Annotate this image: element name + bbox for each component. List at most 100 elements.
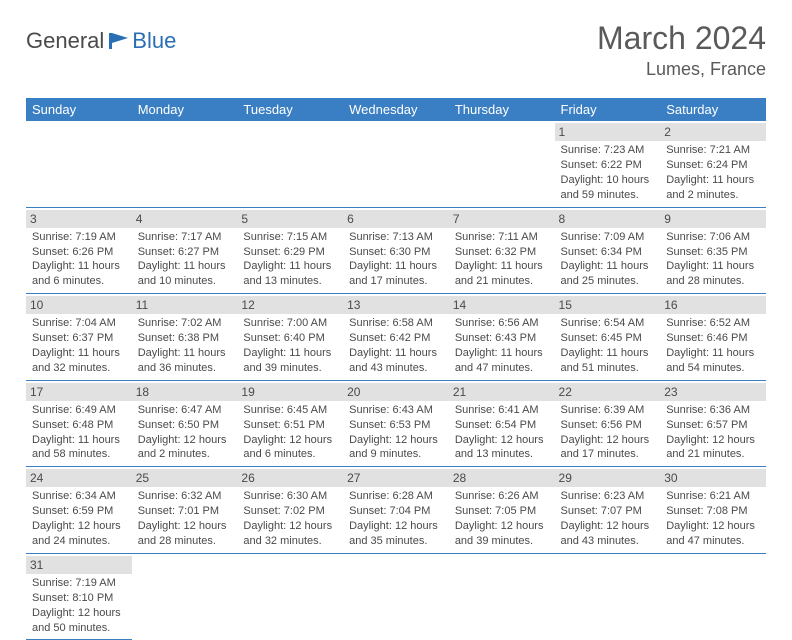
daylight-text: Daylight: 11 hours and 28 minutes. bbox=[666, 259, 760, 289]
calendar-day: 22Sunrise: 6:39 AMSunset: 6:56 PMDayligh… bbox=[555, 380, 661, 467]
sunset-text: Sunset: 7:02 PM bbox=[243, 504, 337, 519]
sunrise-text: Sunrise: 6:30 AM bbox=[243, 489, 337, 504]
weekday-header-row: SundayMondayTuesdayWednesdayThursdayFrid… bbox=[26, 98, 766, 121]
calendar-day: 24Sunrise: 6:34 AMSunset: 6:59 PMDayligh… bbox=[26, 467, 132, 554]
sunset-text: Sunset: 6:35 PM bbox=[666, 245, 760, 260]
day-number: 5 bbox=[237, 210, 343, 228]
daylight-text: Daylight: 12 hours and 17 minutes. bbox=[561, 433, 655, 463]
calendar-day: 15Sunrise: 6:54 AMSunset: 6:45 PMDayligh… bbox=[555, 294, 661, 381]
day-number: 22 bbox=[555, 383, 661, 401]
day-number: 20 bbox=[343, 383, 449, 401]
calendar-table: SundayMondayTuesdayWednesdayThursdayFrid… bbox=[26, 98, 766, 640]
sunrise-text: Sunrise: 7:11 AM bbox=[455, 230, 549, 245]
sunrise-text: Sunrise: 6:43 AM bbox=[349, 403, 443, 418]
day-number: 23 bbox=[660, 383, 766, 401]
calendar-day: 25Sunrise: 6:32 AMSunset: 7:01 PMDayligh… bbox=[132, 467, 238, 554]
sunrise-text: Sunrise: 6:21 AM bbox=[666, 489, 760, 504]
day-number: 30 bbox=[660, 469, 766, 487]
daylight-text: Daylight: 12 hours and 24 minutes. bbox=[32, 519, 126, 549]
sunset-text: Sunset: 6:26 PM bbox=[32, 245, 126, 260]
calendar-day: 13Sunrise: 6:58 AMSunset: 6:42 PMDayligh… bbox=[343, 294, 449, 381]
daylight-text: Daylight: 11 hours and 51 minutes. bbox=[561, 346, 655, 376]
calendar-day: 6Sunrise: 7:13 AMSunset: 6:30 PMDaylight… bbox=[343, 207, 449, 294]
calendar-day: 29Sunrise: 6:23 AMSunset: 7:07 PMDayligh… bbox=[555, 467, 661, 554]
sunrise-text: Sunrise: 7:00 AM bbox=[243, 316, 337, 331]
sunrise-text: Sunrise: 7:13 AM bbox=[349, 230, 443, 245]
sunset-text: Sunset: 6:56 PM bbox=[561, 418, 655, 433]
sunset-text: Sunset: 6:37 PM bbox=[32, 331, 126, 346]
daylight-text: Daylight: 11 hours and 25 minutes. bbox=[561, 259, 655, 289]
sunset-text: Sunset: 6:57 PM bbox=[666, 418, 760, 433]
day-number: 21 bbox=[449, 383, 555, 401]
calendar-empty bbox=[449, 121, 555, 207]
sunrise-text: Sunrise: 7:19 AM bbox=[32, 230, 126, 245]
daylight-text: Daylight: 11 hours and 54 minutes. bbox=[666, 346, 760, 376]
weekday-header: Saturday bbox=[660, 98, 766, 121]
day-number: 24 bbox=[26, 469, 132, 487]
brand-part1: General bbox=[26, 28, 104, 54]
calendar-day: 30 Sunrise: 6:21 AMSunset: 7:08 PMDayligh… bbox=[660, 467, 766, 554]
sunset-text: Sunset: 7:07 PM bbox=[561, 504, 655, 519]
sunrise-text: Sunrise: 6:26 AM bbox=[455, 489, 549, 504]
daylight-text: Daylight: 11 hours and 17 minutes. bbox=[349, 259, 443, 289]
daylight-text: Daylight: 12 hours and 2 minutes. bbox=[138, 433, 232, 463]
calendar-week: 1Sunrise: 7:23 AMSunset: 6:22 PMDaylight… bbox=[26, 121, 766, 207]
day-number: 19 bbox=[237, 383, 343, 401]
day-number: 3 bbox=[26, 210, 132, 228]
calendar-day: 11Sunrise: 7:02 AMSunset: 6:38 PMDayligh… bbox=[132, 294, 238, 381]
sunrise-text: Sunrise: 6:36 AM bbox=[666, 403, 760, 418]
calendar-day: 26 Sunrise: 6:30 AMSunset: 7:02 PMDayligh… bbox=[237, 467, 343, 554]
calendar-empty bbox=[237, 121, 343, 207]
day-number: 4 bbox=[132, 210, 238, 228]
daylight-text: Daylight: 12 hours and 9 minutes. bbox=[349, 433, 443, 463]
sunset-text: Sunset: 7:08 PM bbox=[666, 504, 760, 519]
calendar-day: 1Sunrise: 7:23 AMSunset: 6:22 PMDaylight… bbox=[555, 121, 661, 207]
calendar-day: 9 Sunrise: 7:06 AMSunset: 6:35 PMDaylight… bbox=[660, 207, 766, 294]
daylight-text: Daylight: 11 hours and 2 minutes. bbox=[666, 173, 760, 203]
day-number: 9 bbox=[660, 210, 766, 228]
sunrise-text: Sunrise: 7:06 AM bbox=[666, 230, 760, 245]
calendar-day: 21Sunrise: 6:41 AMSunset: 6:54 PMDayligh… bbox=[449, 380, 555, 467]
day-number: 13 bbox=[343, 296, 449, 314]
calendar-day: 4Sunrise: 7:17 AMSunset: 6:27 PMDaylight… bbox=[132, 207, 238, 294]
daylight-text: Daylight: 12 hours and 13 minutes. bbox=[455, 433, 549, 463]
day-number: 11 bbox=[132, 296, 238, 314]
sunrise-text: Sunrise: 7:19 AM bbox=[32, 576, 126, 591]
weekday-header: Wednesday bbox=[343, 98, 449, 121]
sunset-text: Sunset: 6:29 PM bbox=[243, 245, 337, 260]
daylight-text: Daylight: 12 hours and 47 minutes. bbox=[666, 519, 760, 549]
sunset-text: Sunset: 6:32 PM bbox=[455, 245, 549, 260]
calendar-day: 12Sunrise: 7:00 AMSunset: 6:40 PMDayligh… bbox=[237, 294, 343, 381]
day-number: 12 bbox=[237, 296, 343, 314]
sunset-text: Sunset: 6:30 PM bbox=[349, 245, 443, 260]
calendar-week: 3Sunrise: 7:19 AMSunset: 6:26 PMDaylight… bbox=[26, 207, 766, 294]
day-number: 27 bbox=[343, 469, 449, 487]
daylight-text: Daylight: 11 hours and 47 minutes. bbox=[455, 346, 549, 376]
day-number: 31 bbox=[26, 556, 132, 574]
calendar-empty bbox=[132, 121, 238, 207]
calendar-week: 10Sunrise: 7:04 AMSunset: 6:37 PMDayligh… bbox=[26, 294, 766, 381]
page-title: March 2024 bbox=[597, 20, 766, 57]
daylight-text: Daylight: 11 hours and 6 minutes. bbox=[32, 259, 126, 289]
calendar-day: 20 Sunrise: 6:43 AMSunset: 6:53 PMDayligh… bbox=[343, 380, 449, 467]
day-number: 14 bbox=[449, 296, 555, 314]
day-number: 7 bbox=[449, 210, 555, 228]
calendar-day: 16Sunrise: 6:52 AMSunset: 6:46 PMDayligh… bbox=[660, 294, 766, 381]
sunset-text: Sunset: 6:42 PM bbox=[349, 331, 443, 346]
day-number: 26 bbox=[237, 469, 343, 487]
title-block: March 2024 Lumes, France bbox=[597, 20, 766, 80]
daylight-text: Daylight: 11 hours and 58 minutes. bbox=[32, 433, 126, 463]
sunset-text: Sunset: 7:04 PM bbox=[349, 504, 443, 519]
daylight-text: Daylight: 12 hours and 32 minutes. bbox=[243, 519, 337, 549]
calendar-day: 2Sunrise: 7:21 AMSunset: 6:24 PMDaylight… bbox=[660, 121, 766, 207]
daylight-text: Daylight: 12 hours and 39 minutes. bbox=[455, 519, 549, 549]
sunrise-text: Sunrise: 6:56 AM bbox=[455, 316, 549, 331]
sunrise-text: Sunrise: 6:52 AM bbox=[666, 316, 760, 331]
daylight-text: Daylight: 11 hours and 36 minutes. bbox=[138, 346, 232, 376]
daylight-text: Daylight: 11 hours and 21 minutes. bbox=[455, 259, 549, 289]
sunrise-text: Sunrise: 6:23 AM bbox=[561, 489, 655, 504]
sunset-text: Sunset: 6:53 PM bbox=[349, 418, 443, 433]
sunset-text: Sunset: 6:34 PM bbox=[561, 245, 655, 260]
daylight-text: Daylight: 12 hours and 50 minutes. bbox=[32, 606, 126, 636]
brand-logo: General Blue bbox=[26, 20, 176, 54]
